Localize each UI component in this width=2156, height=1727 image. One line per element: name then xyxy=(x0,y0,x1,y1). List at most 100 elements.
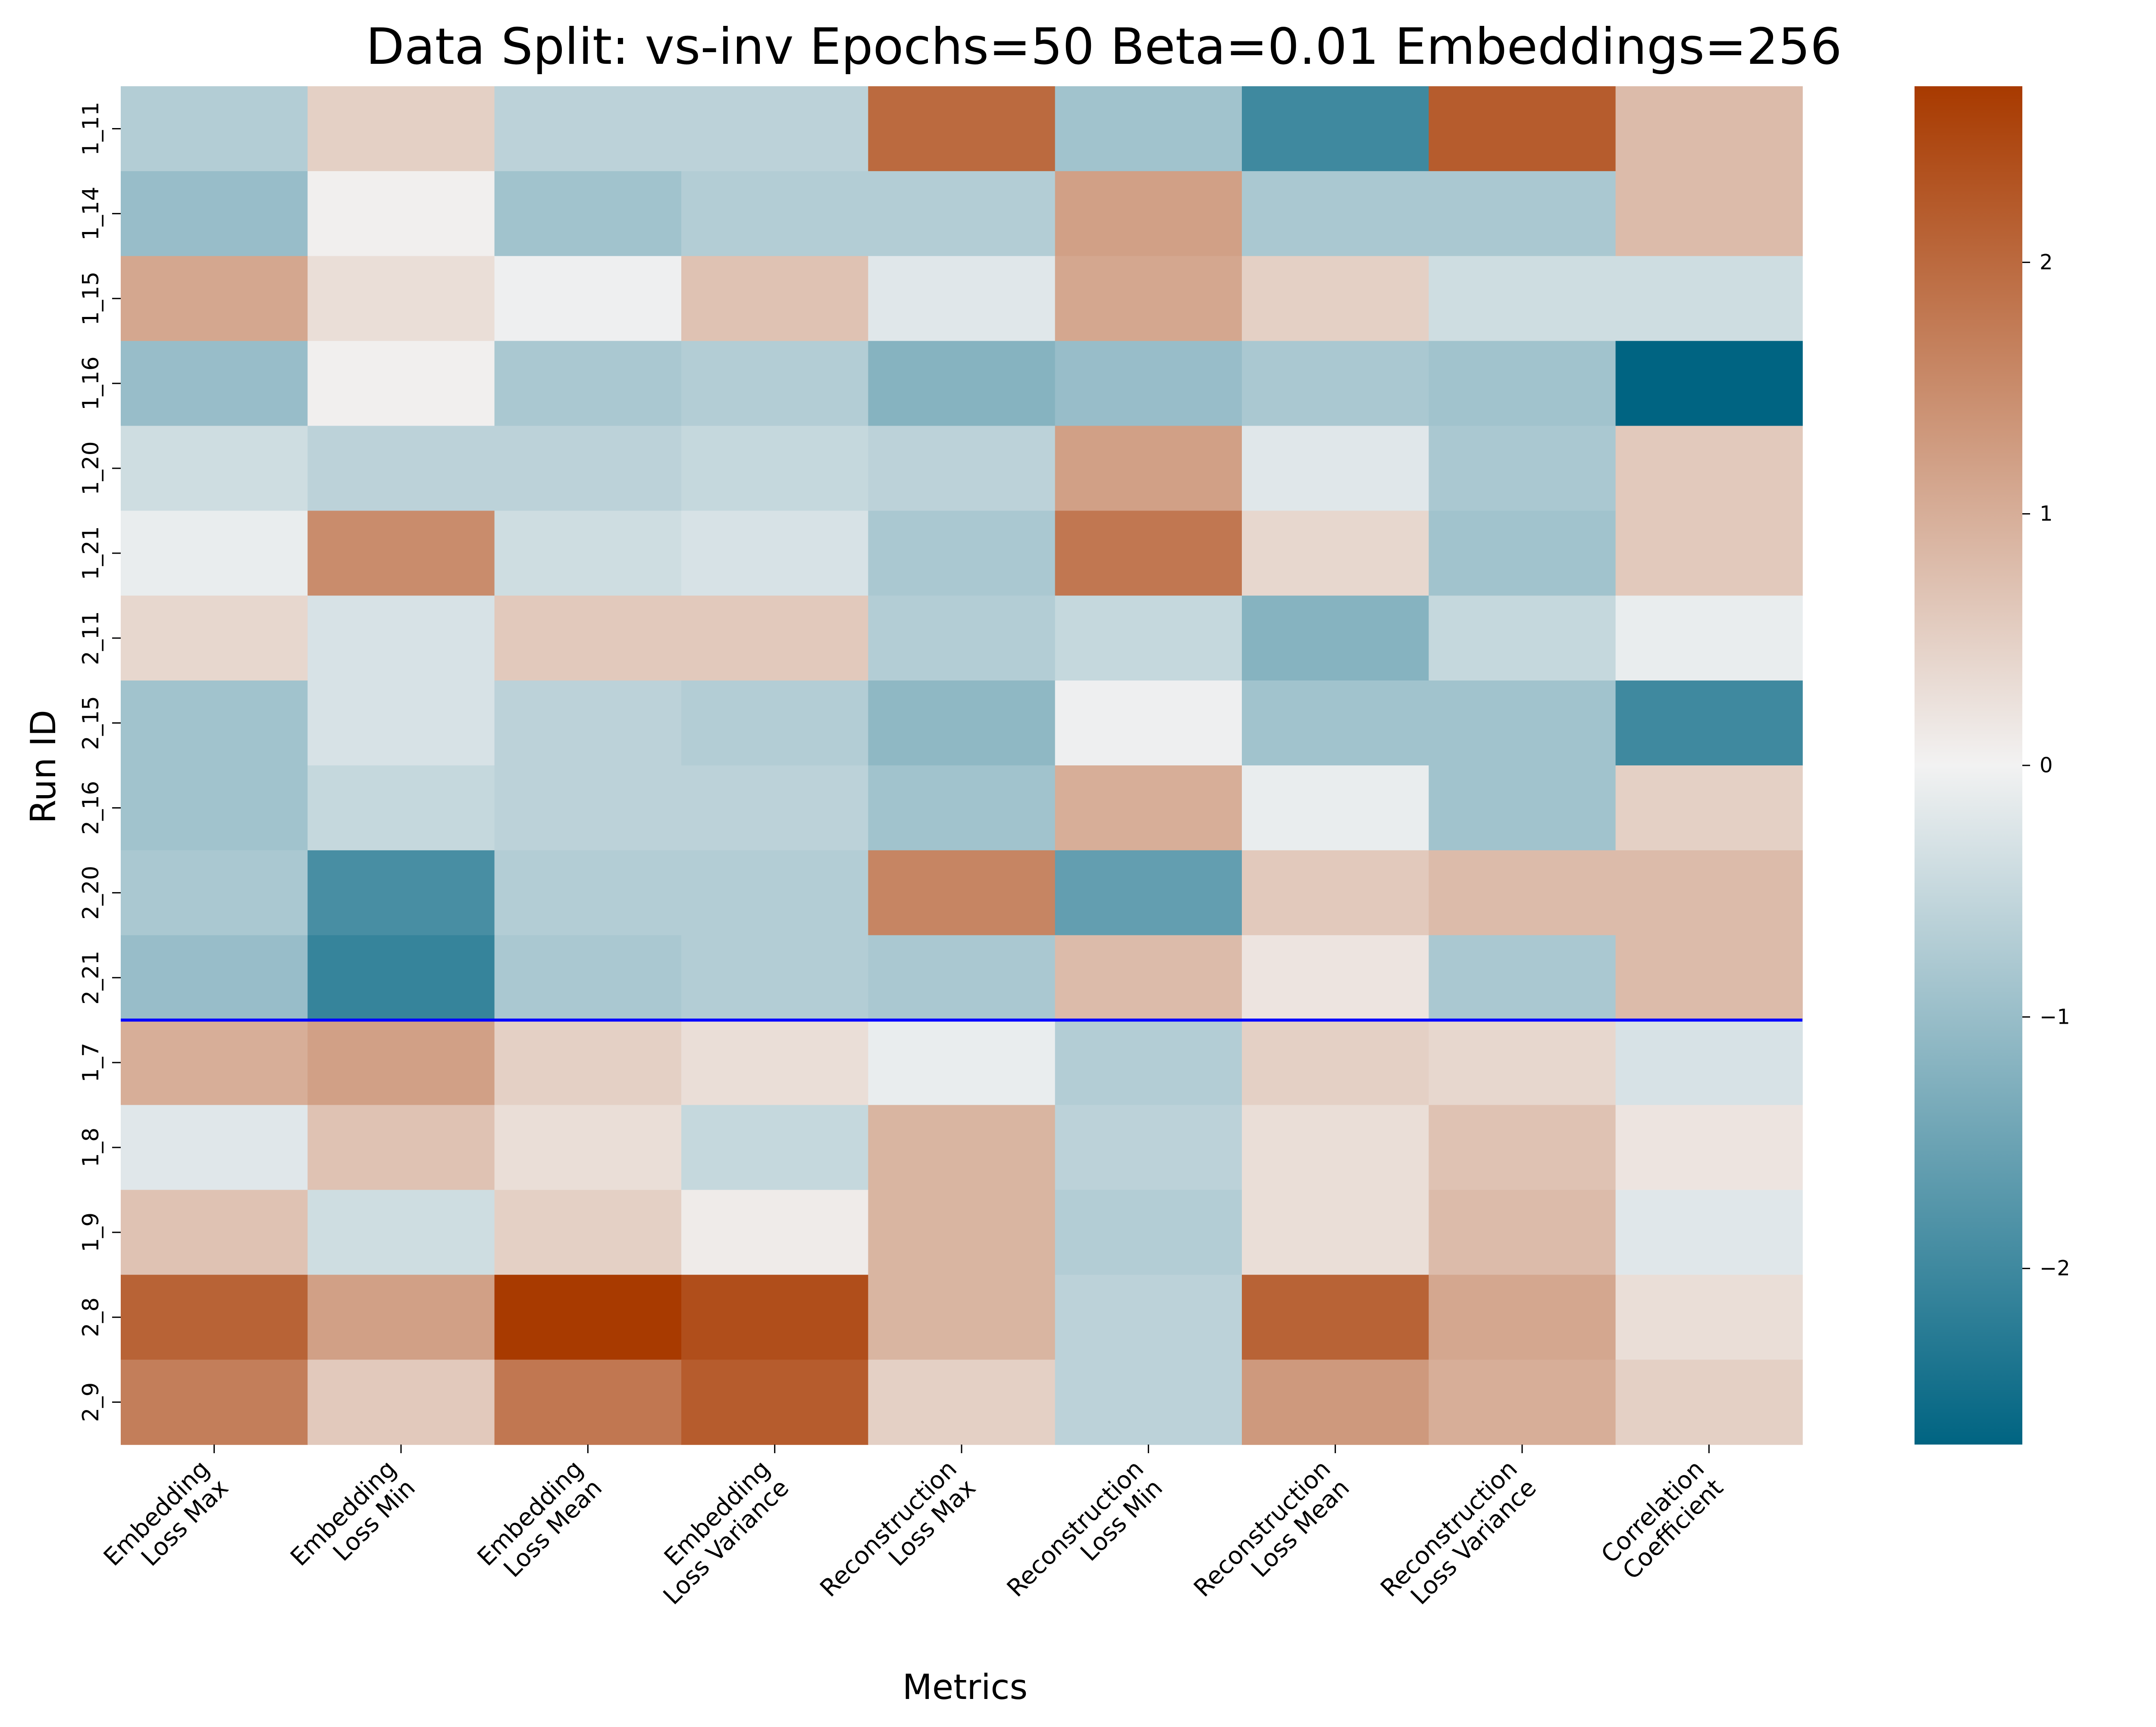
heatmap-cell xyxy=(868,341,1056,426)
heatmap-cell xyxy=(494,511,682,596)
heatmap-cell xyxy=(307,1020,495,1106)
column-label: ReconstructionLoss Max xyxy=(815,1455,981,1621)
heatmap-cell xyxy=(681,935,869,1021)
heatmap-cell xyxy=(868,1190,1056,1276)
heatmap-cell xyxy=(1429,256,1616,342)
heatmap-cell xyxy=(1055,256,1242,342)
heatmap-cell xyxy=(1429,1105,1616,1191)
heatmap-cell xyxy=(121,256,308,342)
heatmap-cell xyxy=(868,256,1056,342)
heatmap-cell xyxy=(1055,680,1242,766)
heatmap-cell xyxy=(121,1020,308,1106)
heatmap-cell xyxy=(1055,935,1242,1021)
heatmap-cell xyxy=(307,1360,495,1445)
heatmap-cell xyxy=(494,1020,682,1106)
heatmap-cell xyxy=(1055,1360,1242,1445)
colorbar-tick-label: 1 xyxy=(2040,502,2053,526)
row-label: 2_15 xyxy=(78,696,104,750)
column-label: EmbeddingLoss Min xyxy=(285,1455,420,1590)
heatmap-cell xyxy=(1242,256,1429,342)
heatmap-cell xyxy=(868,1105,1056,1191)
heatmap-cell xyxy=(1055,765,1242,851)
heatmap-cell xyxy=(494,935,682,1021)
heatmap-cell xyxy=(1615,1190,1803,1276)
heatmap-cell xyxy=(307,256,495,342)
heatmap-cell xyxy=(1615,86,1803,172)
heatmap-cell xyxy=(868,596,1056,681)
heatmap-cell xyxy=(1429,1360,1616,1445)
chart-title: Data Split: vs-inv Epochs=50 Beta=0.01 E… xyxy=(366,18,1842,76)
heatmap-cell xyxy=(121,86,308,172)
heatmap-cell xyxy=(868,1360,1056,1445)
heatmap-cell xyxy=(681,1020,869,1106)
heatmap-cell xyxy=(1242,86,1429,172)
heatmap-cell xyxy=(868,680,1056,766)
heatmap-cell xyxy=(1242,765,1429,851)
heatmap-cell xyxy=(681,1190,869,1276)
heatmap-cell xyxy=(494,850,682,936)
colorbar-tick-label: −1 xyxy=(2040,1005,2070,1029)
heatmap-cell xyxy=(868,765,1056,851)
heatmap-cell xyxy=(681,511,869,596)
heatmap-cell xyxy=(1242,426,1429,511)
heatmap-cell xyxy=(1055,511,1242,596)
heatmap-cell xyxy=(1615,171,1803,257)
heatmap-cell xyxy=(1055,86,1242,172)
heatmap-cell xyxy=(681,86,869,172)
row-label: 2_8 xyxy=(78,1298,104,1337)
heatmap-cell xyxy=(681,850,869,936)
row-label: 2_20 xyxy=(78,866,104,920)
heatmap-cell xyxy=(307,680,495,766)
row-label: 1_8 xyxy=(78,1128,104,1167)
heatmap-cell xyxy=(1242,341,1429,426)
heatmap-cell xyxy=(1429,86,1616,172)
heatmap-cell xyxy=(307,850,495,936)
heatmap-cell xyxy=(681,596,869,681)
row-label: 1_7 xyxy=(78,1043,104,1082)
heatmap-cell xyxy=(1429,341,1616,426)
column-label: ReconstructionLoss Min xyxy=(1002,1455,1168,1621)
heatmap-cell xyxy=(1055,341,1242,426)
row-labels: 1_11 1_14 1_15 1_16 1_20 1_21 2_11 2_15 2_16 2_20… xyxy=(78,102,121,1422)
row-label: 1_15 xyxy=(78,272,104,326)
row-label: 1_9 xyxy=(78,1213,104,1252)
heatmap-cell xyxy=(1429,511,1616,596)
colorbar-tick-label: −2 xyxy=(2040,1257,2070,1281)
heatmap-cell xyxy=(868,935,1056,1021)
heatmap-cell xyxy=(681,341,869,426)
heatmap-cell xyxy=(1242,1105,1429,1191)
heatmap-cell xyxy=(121,680,308,766)
heatmap-cell xyxy=(1055,850,1242,936)
heatmap-cell xyxy=(1615,680,1803,766)
heatmap-cell xyxy=(494,426,682,511)
heatmap-cell xyxy=(121,596,308,681)
colorbar xyxy=(1915,86,2022,1445)
heatmap-cell xyxy=(868,1020,1056,1106)
heatmap-cell xyxy=(1615,935,1803,1021)
heatmap-cell xyxy=(1242,596,1429,681)
heatmap-cell xyxy=(121,1360,308,1445)
heatmap-cell xyxy=(1429,1190,1616,1276)
heatmap-cell xyxy=(1615,426,1803,511)
heatmap-cell xyxy=(1055,1190,1242,1276)
row-label: 1_14 xyxy=(78,187,104,241)
heatmap-cell xyxy=(307,1275,495,1360)
colorbar-ticks: 2 1 0 −1 −2 xyxy=(2022,250,2070,1281)
heatmap-cell xyxy=(868,426,1056,511)
heatmap-cell xyxy=(868,850,1056,936)
heatmap-cell xyxy=(1242,850,1429,936)
column-label: ReconstructionLoss Mean xyxy=(1188,1455,1355,1621)
heatmap-cell xyxy=(494,1105,682,1191)
heatmap-cell xyxy=(494,1190,682,1276)
column-label: ReconstructionLoss Variance xyxy=(1376,1455,1542,1621)
heatmap-cell xyxy=(1615,596,1803,681)
heatmap-cell xyxy=(1055,1105,1242,1191)
heatmap-cell xyxy=(681,426,869,511)
heatmap-cell xyxy=(868,1275,1056,1360)
heatmap-cell xyxy=(1429,171,1616,257)
heatmap-cell xyxy=(121,935,308,1021)
heatmap-cell xyxy=(121,850,308,936)
y-axis-label: Run ID xyxy=(23,710,63,824)
colorbar-tick-label: 2 xyxy=(2040,250,2053,274)
heatmap-cell xyxy=(1615,1020,1803,1106)
